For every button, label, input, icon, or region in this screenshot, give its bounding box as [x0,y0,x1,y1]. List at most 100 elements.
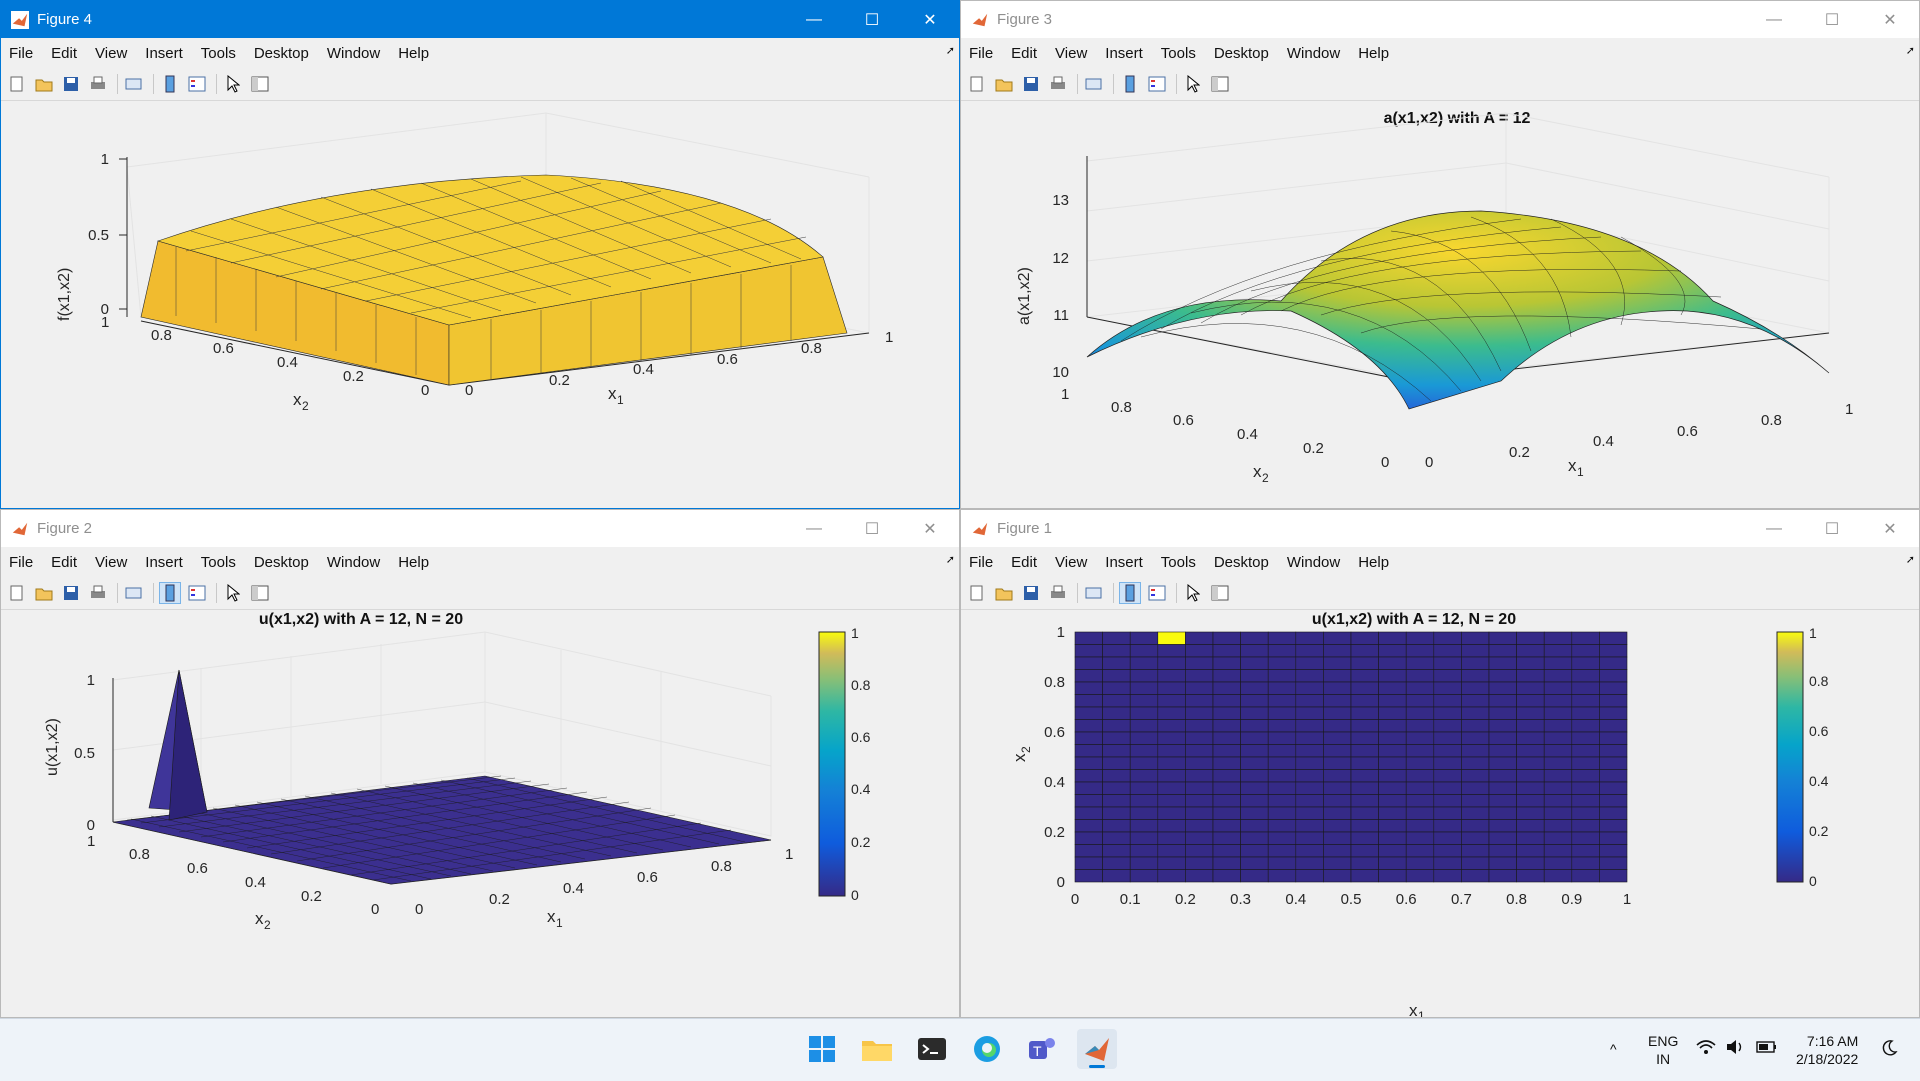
figure-3-window[interactable]: Figure 3 — ☐ ✕ File Edit View Insert Too… [960,0,1920,509]
property-inspector-icon[interactable] [1210,583,1230,603]
menu-window[interactable]: Window [1286,44,1341,62]
menu-view[interactable]: View [95,553,128,571]
menu-desktop[interactable]: Desktop [1213,44,1269,62]
start-button-windows-icon[interactable] [802,1029,842,1069]
save-icon[interactable] [1021,74,1041,94]
insert-legend-icon[interactable] [1147,583,1167,603]
dock-arrow-icon[interactable]: ➚ [945,554,955,566]
insert-colorbar-icon[interactable] [159,582,181,604]
teams-icon[interactable]: T [1022,1029,1062,1069]
minimize-button[interactable]: — [1766,519,1782,537]
close-button[interactable]: ✕ [923,520,937,538]
menu-insert[interactable]: Insert [145,44,183,62]
insert-legend-icon[interactable] [1147,74,1167,94]
minimize-button[interactable]: — [1766,10,1782,28]
menu-view[interactable]: View [95,44,128,62]
insert-colorbar-icon[interactable] [1120,74,1140,94]
title-bar[interactable]: Figure 4 — ☐ ✕ [1,1,959,38]
edge-browser-icon[interactable] [967,1029,1007,1069]
property-inspector-icon[interactable] [250,583,270,603]
menu-file[interactable]: File [969,553,994,571]
menu-help[interactable]: Help [398,553,430,571]
dock-arrow-icon[interactable]: ➚ [1905,554,1915,566]
link-plot-icon[interactable] [124,74,144,94]
menu-tools[interactable]: Tools [200,553,236,571]
link-plot-icon[interactable] [124,583,144,603]
insert-legend-icon[interactable] [187,583,207,603]
menu-edit[interactable]: Edit [51,44,78,62]
dock-arrow-icon[interactable]: ➚ [1905,45,1915,57]
menu-insert[interactable]: Insert [1105,553,1143,571]
menu-view[interactable]: View [1055,44,1088,62]
edit-plot-arrow-icon[interactable] [1183,583,1203,603]
open-icon[interactable] [34,583,54,603]
new-figure-icon[interactable] [967,583,987,603]
property-inspector-icon[interactable] [1210,74,1230,94]
dock-arrow-icon[interactable]: ➚ [945,45,955,57]
figure-3-axes[interactable]: a(x1,x2) with A = 12 13 12 11 10 1 0.8 0… [961,101,1919,508]
menu-file[interactable]: File [969,44,994,62]
close-button[interactable]: ✕ [1883,520,1897,538]
menu-edit[interactable]: Edit [1011,553,1038,571]
figure-4-axes[interactable]: 1 0.5 0 1 0.8 0.6 0.4 0.2 0 0 0.2 0.4 0.… [1,101,959,508]
language-indicator[interactable]: ENG IN [1648,1032,1678,1068]
menu-window[interactable]: Window [326,44,381,62]
print-icon[interactable] [88,74,108,94]
figure-1-window[interactable]: Figure 1 — ☐ ✕ File Edit View Insert Too… [960,509,1920,1018]
menu-help[interactable]: Help [1358,553,1390,571]
menu-file[interactable]: File [9,553,34,571]
figure-1-axes[interactable]: u(x1,x2) with A = 12, N = 20 0 0.1 0.2 0.3 0… [961,610,1919,1017]
menu-tools[interactable]: Tools [1160,44,1196,62]
open-icon[interactable] [34,74,54,94]
menu-insert[interactable]: Insert [1105,44,1143,62]
menu-tools[interactable]: Tools [1160,553,1196,571]
title-bar[interactable]: Figure 1 — ☐ ✕ [961,510,1919,547]
colorbar[interactable] [1776,631,1804,883]
battery-icon[interactable] [1756,1039,1778,1058]
maximize-button[interactable]: ☐ [1824,11,1840,29]
edit-plot-arrow-icon[interactable] [1183,74,1203,94]
menu-file[interactable]: File [9,44,34,62]
save-icon[interactable] [1021,583,1041,603]
minimize-button[interactable]: — [806,10,822,28]
colorbar[interactable] [818,631,846,897]
menu-help[interactable]: Help [1358,44,1390,62]
matlab-taskbar-icon[interactable] [1077,1029,1117,1069]
figure-4-window[interactable]: Figure 4 — ☐ ✕ File Edit View Insert Too… [0,0,960,509]
menu-window[interactable]: Window [1286,553,1341,571]
maximize-button[interactable]: ☐ [864,520,880,538]
close-button[interactable]: ✕ [1883,11,1897,29]
open-icon[interactable] [994,74,1014,94]
file-explorer-icon[interactable] [857,1029,897,1069]
maximize-button[interactable]: ☐ [1824,520,1840,538]
new-figure-icon[interactable] [7,583,27,603]
insert-legend-icon[interactable] [187,74,207,94]
figure-2-window[interactable]: Figure 2 — ☐ ✕ File Edit View Insert Too… [0,509,960,1018]
close-button[interactable]: ✕ [923,11,937,29]
link-plot-icon[interactable] [1084,583,1104,603]
edit-plot-arrow-icon[interactable] [223,74,243,94]
new-figure-icon[interactable] [967,74,987,94]
menu-edit[interactable]: Edit [51,553,78,571]
menu-desktop[interactable]: Desktop [253,44,309,62]
menu-insert[interactable]: Insert [145,553,183,571]
print-icon[interactable] [1048,583,1068,603]
edit-plot-arrow-icon[interactable] [223,583,243,603]
terminal-icon[interactable] [912,1029,952,1069]
volume-icon[interactable] [1726,1039,1746,1058]
menu-desktop[interactable]: Desktop [1213,553,1269,571]
save-icon[interactable] [61,583,81,603]
menu-desktop[interactable]: Desktop [253,553,309,571]
menu-tools[interactable]: Tools [200,44,236,62]
insert-colorbar-icon[interactable] [1119,582,1141,604]
clock[interactable]: 7:16 AM 2/18/2022 [1796,1032,1858,1068]
property-inspector-icon[interactable] [250,74,270,94]
focus-assist-moon-icon[interactable] [1880,1039,1898,1060]
save-icon[interactable] [61,74,81,94]
menu-edit[interactable]: Edit [1011,44,1038,62]
print-icon[interactable] [88,583,108,603]
menu-view[interactable]: View [1055,553,1088,571]
show-hidden-icons-chevron-icon[interactable]: ^ [1610,1041,1617,1057]
wifi-icon[interactable] [1696,1039,1716,1058]
title-bar[interactable]: Figure 3 — ☐ ✕ [961,1,1919,38]
